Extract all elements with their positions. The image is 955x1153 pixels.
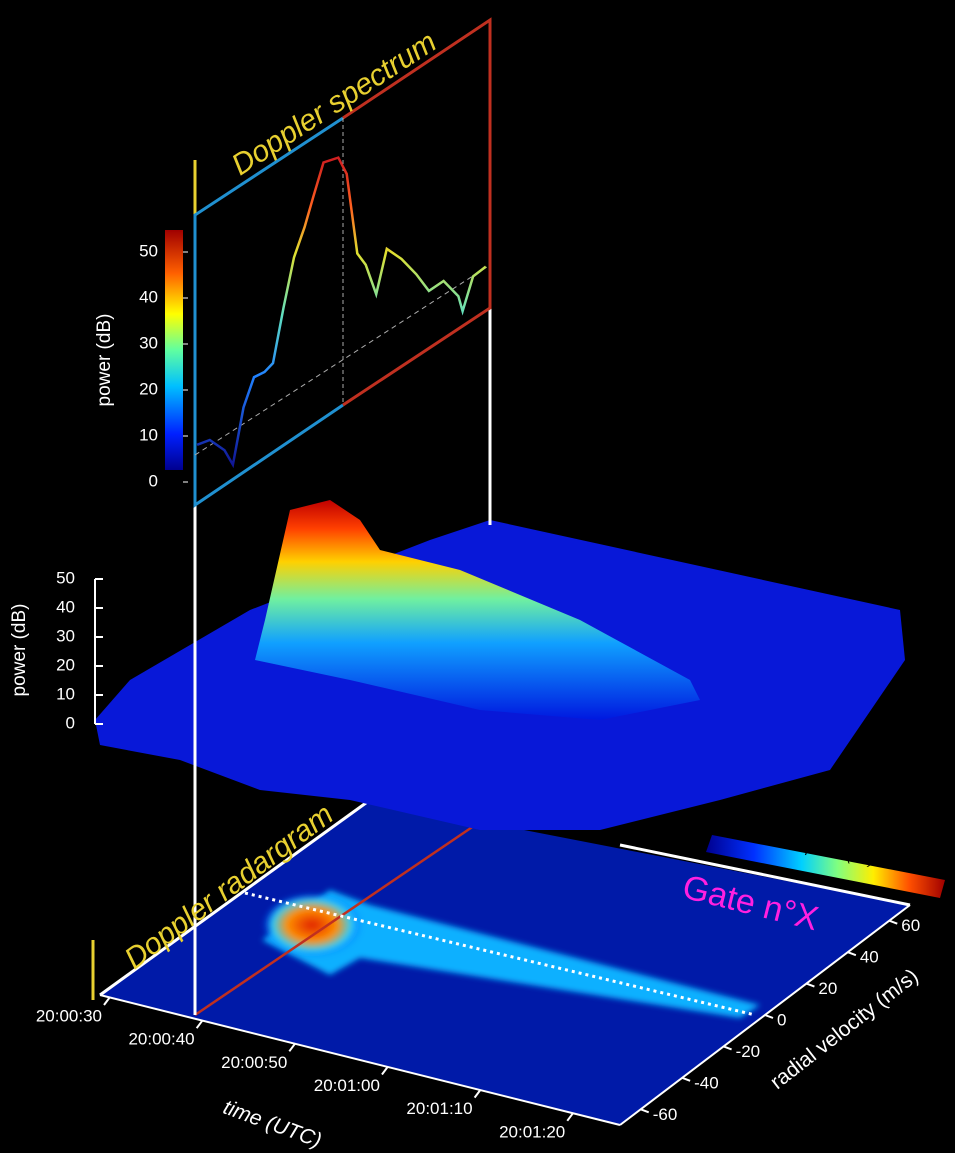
x-tick-label: 20:01:20 <box>499 1122 565 1141</box>
x-tick-label: 20:00:40 <box>128 1030 194 1049</box>
tick <box>473 1089 482 1099</box>
tick <box>681 1076 691 1082</box>
tick <box>566 1112 575 1122</box>
y-tick-label: 20 <box>56 655 75 674</box>
tick <box>847 951 857 957</box>
tick <box>195 1019 204 1029</box>
tick <box>640 1108 650 1114</box>
y-tick-label: 50 <box>139 241 158 260</box>
y-tick-label: 0 <box>66 713 75 732</box>
selected-gate <box>244 891 756 1017</box>
y-tick-label: 30 <box>139 333 158 352</box>
y-tick-label: -20 <box>736 1042 761 1061</box>
x-tick-label: 20:01:10 <box>406 1099 472 1118</box>
spectrum-frame <box>342 17 492 407</box>
colorbar <box>706 835 945 898</box>
y-tick-label: 0 <box>149 471 158 490</box>
y-tick-label: 40 <box>56 597 75 616</box>
tick <box>764 1014 774 1019</box>
tick <box>381 1065 389 1076</box>
spectrum-line <box>196 156 487 469</box>
x-tick-label: 20:00:50 <box>221 1053 287 1072</box>
y-tick-label: 0 <box>777 1010 786 1029</box>
y-tick-label: 10 <box>56 684 75 703</box>
colorbar-label: power (dB) <box>94 314 115 407</box>
spectrum-frame <box>193 116 344 508</box>
tick <box>888 919 898 925</box>
y-tick-label: 50 <box>56 568 75 587</box>
y-tick-label: 60 <box>901 916 920 935</box>
y-tick-label: -60 <box>653 1105 678 1124</box>
surface-ridge <box>255 500 700 720</box>
radargram-peak <box>262 893 362 957</box>
time-axis <box>99 994 621 1126</box>
tick <box>723 1045 732 1051</box>
tick <box>103 996 111 1006</box>
x-tick-label: 20:00:30 <box>36 1006 102 1025</box>
y-tick-label: 10 <box>139 425 158 444</box>
x-axis-label: time (UTC) <box>220 1096 324 1153</box>
tick <box>806 982 815 988</box>
y-tick-label: 40 <box>860 948 879 967</box>
radargram-edge <box>99 798 371 997</box>
radargram-edge <box>619 843 911 907</box>
y-tick-label: 30 <box>56 626 75 645</box>
y-tick-label: 20 <box>818 979 837 998</box>
y-tick-label: 40 <box>139 287 158 306</box>
x-tick-label: 20:01:00 <box>314 1076 380 1095</box>
colorbar <box>165 230 183 470</box>
surface-y-label: power (dB) <box>9 604 30 697</box>
tick <box>288 1042 297 1052</box>
y-tick-label: 20 <box>139 379 158 398</box>
y-tick-label: -40 <box>694 1073 719 1092</box>
